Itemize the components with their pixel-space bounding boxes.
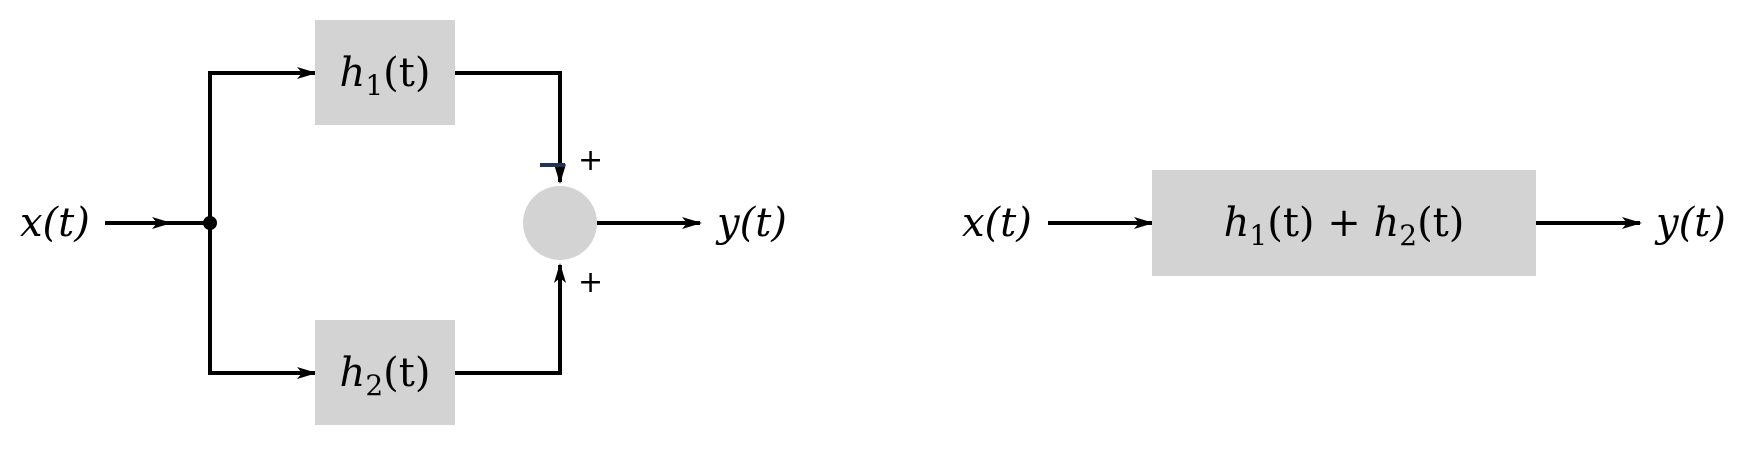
h1-to-summer-wire: [455, 71, 566, 184]
block-sum: [1152, 170, 1536, 276]
summing-junction: [523, 186, 597, 260]
block-h2: [315, 320, 455, 425]
h2-to-summer-wire: [455, 263, 566, 375]
equivalent-diagram: x(t) h1(t) + h2(t) y(t): [962, 170, 1726, 276]
output-label-left: y(t): [715, 200, 787, 246]
input-label-left: x(t): [20, 200, 90, 246]
summer-sign-bottom: +: [578, 265, 603, 300]
block-h1-label: h1(t): [340, 50, 431, 102]
block-sum-label: h1(t) + h2(t): [1224, 200, 1465, 252]
summer-sign-top: +: [578, 143, 603, 178]
input-label-right: x(t): [962, 200, 1032, 246]
parallel-diagram: x(t) h1(t) + h2(t) + y(t): [20, 20, 787, 425]
bottom-branch-wire: [208, 223, 317, 379]
block-h2-label: h2(t): [340, 350, 431, 402]
block-h1: [315, 20, 455, 125]
top-branch-wire: [208, 67, 317, 223]
output-label-right: y(t): [1654, 200, 1726, 246]
